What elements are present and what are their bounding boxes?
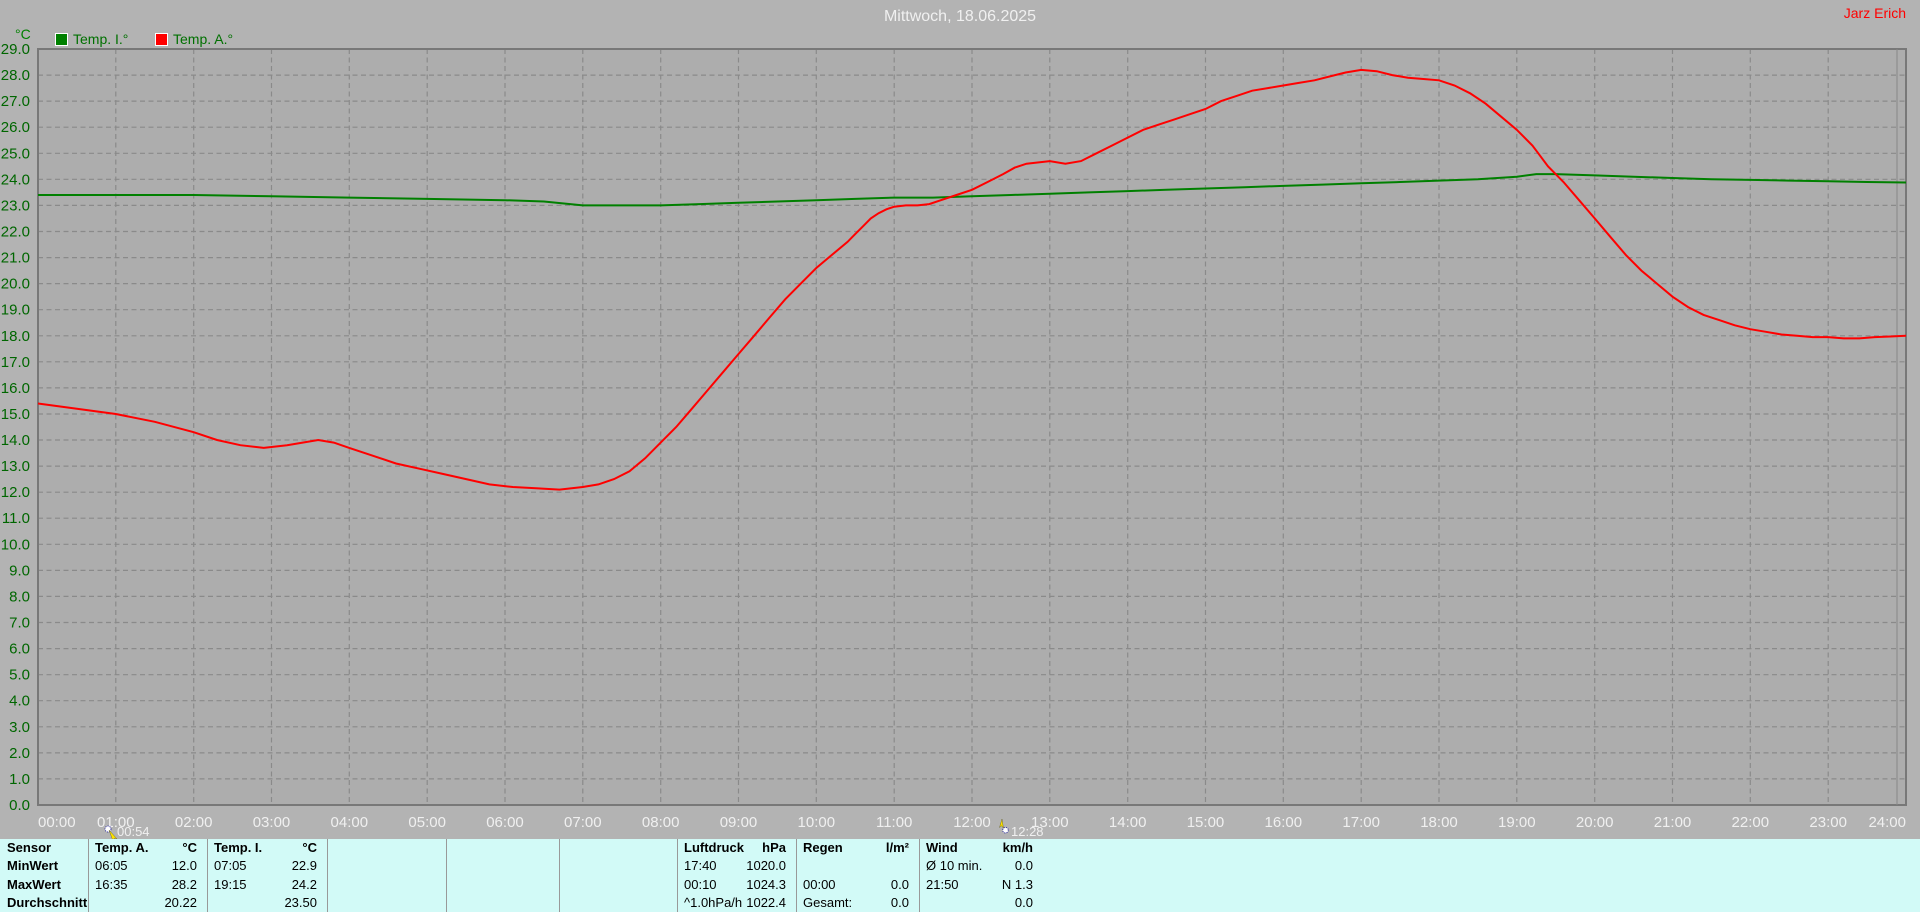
svg-text:21.0: 21.0 bbox=[1, 250, 30, 267]
svg-text:0.0: 0.0 bbox=[9, 797, 30, 814]
svg-text:15:00: 15:00 bbox=[1187, 814, 1225, 831]
svg-text:00:54: 00:54 bbox=[117, 824, 150, 839]
svg-text:7.0: 7.0 bbox=[9, 615, 30, 632]
svg-text:23.0: 23.0 bbox=[1, 197, 30, 214]
svg-text:3.0: 3.0 bbox=[9, 719, 30, 736]
svg-text:07:00: 07:00 bbox=[564, 814, 602, 831]
svg-text:20.0: 20.0 bbox=[1, 276, 30, 293]
svg-text:12:28: 12:28 bbox=[1011, 824, 1044, 839]
svg-text:11.0: 11.0 bbox=[2, 510, 30, 527]
svg-text:18:00: 18:00 bbox=[1420, 814, 1458, 831]
svg-text:14:00: 14:00 bbox=[1109, 814, 1147, 831]
svg-text:18.0: 18.0 bbox=[1, 328, 30, 345]
svg-text:19.0: 19.0 bbox=[1, 302, 30, 319]
svg-text:06:00: 06:00 bbox=[486, 814, 524, 831]
svg-text:9.0: 9.0 bbox=[9, 562, 30, 579]
svg-text:22:00: 22:00 bbox=[1732, 814, 1770, 831]
svg-text:13.0: 13.0 bbox=[1, 458, 30, 475]
svg-text:29.0: 29.0 bbox=[1, 41, 30, 58]
svg-text:20:00: 20:00 bbox=[1576, 814, 1614, 831]
svg-text:19:00: 19:00 bbox=[1498, 814, 1536, 831]
svg-text:24:00: 24:00 bbox=[1868, 814, 1906, 831]
svg-text:21:00: 21:00 bbox=[1654, 814, 1692, 831]
svg-text:8.0: 8.0 bbox=[9, 588, 30, 605]
svg-text:5.0: 5.0 bbox=[9, 667, 30, 684]
svg-text:11:00: 11:00 bbox=[876, 814, 912, 831]
svg-text:14.0: 14.0 bbox=[1, 432, 30, 449]
svg-text:08:00: 08:00 bbox=[642, 814, 680, 831]
svg-text:12.0: 12.0 bbox=[1, 484, 30, 501]
svg-text:12:00: 12:00 bbox=[953, 814, 991, 831]
svg-text:2.0: 2.0 bbox=[9, 745, 30, 762]
svg-text:22.0: 22.0 bbox=[1, 224, 30, 241]
svg-text:17:00: 17:00 bbox=[1342, 814, 1380, 831]
svg-text:25.0: 25.0 bbox=[1, 145, 30, 162]
svg-text:02:00: 02:00 bbox=[175, 814, 213, 831]
svg-text:24.0: 24.0 bbox=[1, 171, 30, 188]
svg-text:15.0: 15.0 bbox=[1, 406, 30, 423]
svg-text:4.0: 4.0 bbox=[9, 693, 30, 710]
svg-text:6.0: 6.0 bbox=[9, 641, 30, 658]
svg-text:27.0: 27.0 bbox=[1, 93, 30, 110]
svg-text:17.0: 17.0 bbox=[1, 354, 30, 371]
svg-text:10.0: 10.0 bbox=[1, 536, 30, 553]
svg-text:00:00: 00:00 bbox=[38, 814, 76, 831]
svg-text:16.0: 16.0 bbox=[1, 380, 30, 397]
svg-text:03:00: 03:00 bbox=[253, 814, 291, 831]
svg-text:04:00: 04:00 bbox=[331, 814, 369, 831]
svg-text:05:00: 05:00 bbox=[408, 814, 446, 831]
svg-text:28.0: 28.0 bbox=[1, 67, 30, 84]
svg-text:1.0: 1.0 bbox=[9, 771, 30, 788]
svg-text:09:00: 09:00 bbox=[720, 814, 758, 831]
svg-text:26.0: 26.0 bbox=[1, 119, 30, 136]
svg-text:23:00: 23:00 bbox=[1809, 814, 1847, 831]
svg-text:10:00: 10:00 bbox=[798, 814, 836, 831]
svg-text:16:00: 16:00 bbox=[1265, 814, 1303, 831]
